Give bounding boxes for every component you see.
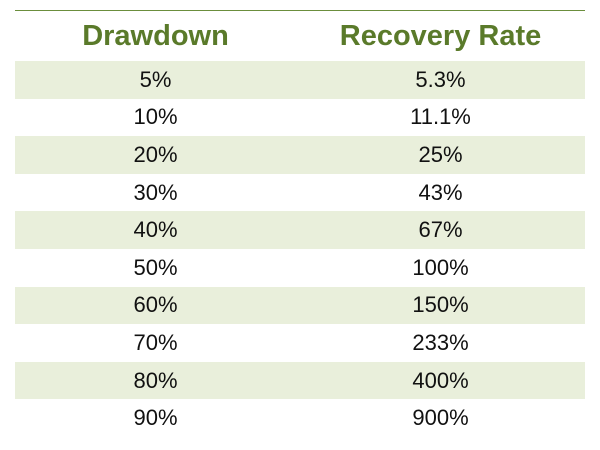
table-row: 50% 100% <box>15 248 585 287</box>
top-rule <box>15 10 585 11</box>
cell-recovery-rate: 100% <box>296 248 585 287</box>
table-row: 10% 11.1% <box>15 98 585 137</box>
cell-drawdown: 80% <box>15 361 296 400</box>
cell-recovery-rate: 150% <box>296 286 585 325</box>
cell-drawdown: 5% <box>15 61 296 99</box>
table-body: 5% 5.3% 10% 11.1% 20% 25% 30% 43% 40% 67% 50% 100% 6… <box>15 61 585 437</box>
table-row: 40% 67% <box>15 211 585 249</box>
cell-recovery-rate: 233% <box>296 324 585 362</box>
recovery-table-container: Drawdown Recovery Rate 5% 5.3% 10% 11.1% 20%… <box>15 10 585 437</box>
cell-recovery-rate: 900% <box>296 399 585 437</box>
cell-drawdown: 40% <box>15 211 296 249</box>
table-row: 5% 5.3% <box>15 61 585 99</box>
drawdown-recovery-table: Drawdown Recovery Rate 5% 5.3% 10% 11.1% 20%… <box>15 11 585 437</box>
cell-drawdown: 30% <box>15 173 296 212</box>
cell-drawdown: 60% <box>15 286 296 325</box>
table-row: 30% 43% <box>15 173 585 212</box>
table-row: 90% 900% <box>15 399 585 437</box>
cell-drawdown: 20% <box>15 136 296 174</box>
cell-recovery-rate: 25% <box>296 136 585 174</box>
header-drawdown: Drawdown <box>82 19 229 52</box>
table-row: 80% 400% <box>15 361 585 400</box>
cell-recovery-rate: 5.3% <box>296 61 585 99</box>
cell-drawdown: 90% <box>15 399 296 437</box>
header-row: Drawdown Recovery Rate <box>15 11 585 61</box>
table-row: 60% 150% <box>15 286 585 325</box>
cell-recovery-rate: 67% <box>296 211 585 249</box>
cell-drawdown: 50% <box>15 248 296 287</box>
table-row: 70% 233% <box>15 324 585 362</box>
cell-recovery-rate: 43% <box>296 173 585 212</box>
cell-recovery-rate: 11.1% <box>296 98 585 137</box>
cell-drawdown: 70% <box>15 324 296 362</box>
table-row: 20% 25% <box>15 136 585 174</box>
header-recovery-rate: Recovery Rate <box>339 19 542 52</box>
cell-drawdown: 10% <box>15 98 296 137</box>
cell-recovery-rate: 400% <box>296 361 585 400</box>
